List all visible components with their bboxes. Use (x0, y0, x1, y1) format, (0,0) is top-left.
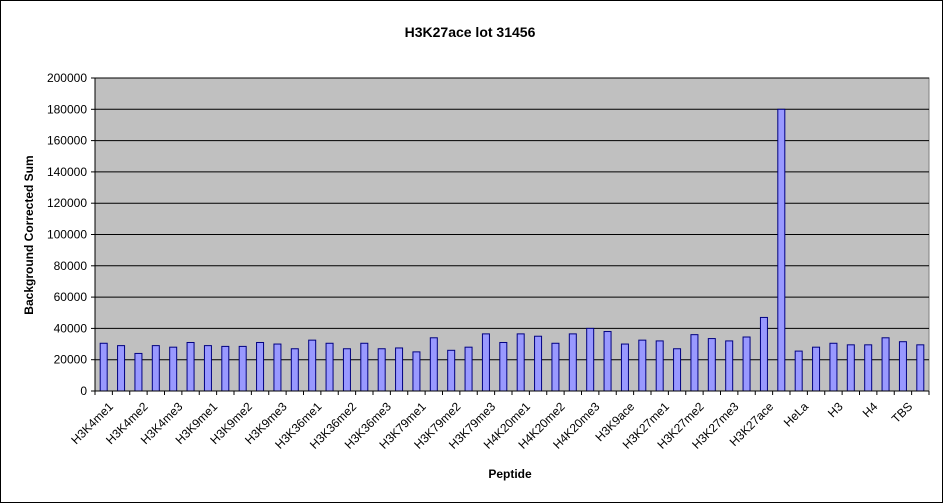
bar (707, 338, 716, 392)
y-tick-label: 0 (80, 384, 87, 398)
gridlines (95, 77, 929, 361)
bar (794, 350, 803, 392)
bar (568, 333, 577, 392)
x-tick-label: H3 (825, 399, 846, 420)
bar (759, 316, 768, 392)
bar (586, 327, 595, 392)
bar (256, 341, 265, 392)
bar (273, 343, 282, 392)
bar (360, 342, 369, 392)
bar (169, 346, 178, 392)
bar (864, 344, 873, 392)
bar (673, 348, 682, 392)
bar (99, 342, 108, 392)
bar (916, 344, 925, 392)
y-axis-title: Background Corrected Sum (22, 155, 36, 314)
bar (186, 341, 195, 392)
bar (690, 334, 699, 392)
bar (377, 348, 386, 392)
bar (846, 344, 855, 392)
x-axis-ticks: H3K4me1H3K4me2H3K4me3H3K9me1H3K9me2H3K9m… (68, 391, 930, 452)
x-tick-label: H4 (860, 399, 881, 420)
bar (290, 348, 299, 392)
bar (499, 341, 508, 392)
y-tick-label: 100000 (47, 228, 87, 242)
y-tick-label: 180000 (47, 102, 87, 116)
bar (551, 342, 560, 392)
y-tick-label: 160000 (47, 134, 87, 148)
y-tick-label: 20000 (54, 353, 88, 367)
bar (481, 333, 490, 392)
x-axis-title: Peptide (488, 467, 532, 481)
bar (534, 335, 543, 392)
chart-title: H3K27ace lot 31456 (405, 24, 536, 40)
bar (134, 352, 143, 392)
bar (151, 345, 160, 392)
bar (447, 349, 456, 392)
bar (655, 340, 664, 392)
bar (777, 108, 786, 392)
bar (725, 340, 734, 392)
y-tick-label: 80000 (54, 259, 88, 273)
bar (742, 336, 751, 392)
bars (99, 108, 925, 392)
y-tick-label: 140000 (47, 165, 87, 179)
y-tick-label: 60000 (54, 290, 88, 304)
y-tick-label: 40000 (54, 321, 88, 335)
bar (429, 337, 438, 392)
bar (308, 339, 317, 392)
bar (620, 343, 629, 392)
bar (812, 346, 821, 392)
bar (395, 347, 404, 392)
bar (203, 345, 212, 392)
x-tick-label: TBS (889, 399, 915, 425)
bar (829, 342, 838, 392)
bar (516, 333, 525, 392)
y-tick-label: 200000 (47, 71, 87, 85)
bar (898, 341, 907, 392)
bar (412, 351, 421, 392)
y-tick-label: 120000 (47, 196, 87, 210)
bar (881, 337, 890, 392)
bar (638, 339, 647, 392)
bar (464, 346, 473, 392)
y-axis-ticks: 0 20000 40000 60000 80000 100000 120000 140000 1… (47, 71, 95, 398)
bar (342, 348, 351, 392)
bar (238, 345, 247, 392)
bar (325, 342, 334, 392)
bar (117, 345, 126, 392)
bar (221, 345, 230, 392)
bar (603, 331, 612, 392)
x-tick-label: HeLa (781, 399, 811, 429)
